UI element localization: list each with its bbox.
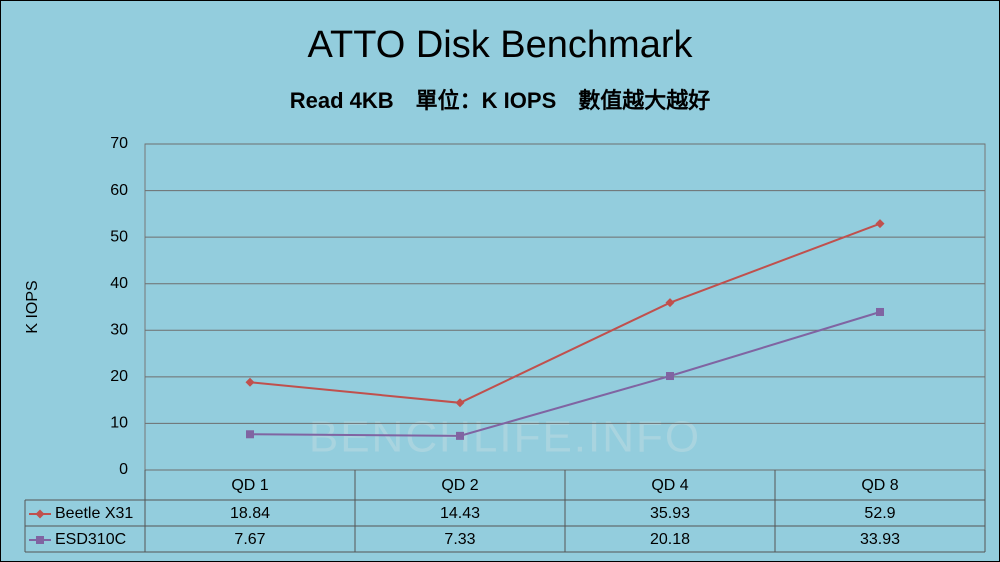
- x-tick-label: QD 8: [861, 477, 898, 494]
- x-tick-label: QD 4: [651, 477, 688, 494]
- y-tick-label: 30: [110, 322, 128, 339]
- point: [455, 398, 465, 408]
- point: [245, 377, 255, 387]
- chart-title: ATTO Disk Benchmark: [307, 24, 693, 66]
- x-tick-label: QD 1: [231, 477, 268, 494]
- point: [875, 219, 885, 229]
- series-line: [249, 311, 881, 437]
- table-value: 14.43: [440, 505, 480, 522]
- y-tick-label: 0: [119, 461, 128, 478]
- watermark: BENCHLIFE.INFO: [309, 413, 701, 462]
- chart-subtitle: Read 4KB 單位：K IOPS 數值越大越好: [290, 88, 711, 113]
- table-value: 7.67: [234, 531, 265, 548]
- table-value: 52.9: [864, 505, 895, 522]
- point: [246, 430, 254, 439]
- series-line: [249, 222, 881, 404]
- y-tick-label: 50: [110, 228, 128, 245]
- plot-area: [144, 143, 986, 471]
- table-value: 35.93: [650, 505, 690, 522]
- table-value: 20.18: [650, 531, 690, 548]
- legend-label: ESD310C: [55, 531, 126, 548]
- y-tick-label: 70: [110, 135, 128, 152]
- point: [456, 431, 464, 440]
- legend-label: Beetle X31: [55, 505, 133, 522]
- legend-marker: [35, 509, 45, 519]
- table-value: 18.84: [230, 505, 270, 522]
- point: [876, 307, 884, 316]
- x-tick-label: QD 2: [441, 477, 478, 494]
- table-value: 33.93: [860, 531, 900, 548]
- point: [666, 372, 674, 381]
- legend-marker: [36, 536, 44, 544]
- y-axis-label: K IOPS: [24, 280, 41, 333]
- y-tick-label: 60: [110, 182, 128, 199]
- y-tick-label: 20: [110, 368, 128, 385]
- table-value: 7.33: [444, 531, 475, 548]
- y-tick-label: 10: [110, 415, 128, 432]
- point: [665, 298, 675, 308]
- y-tick-label: 40: [110, 275, 128, 292]
